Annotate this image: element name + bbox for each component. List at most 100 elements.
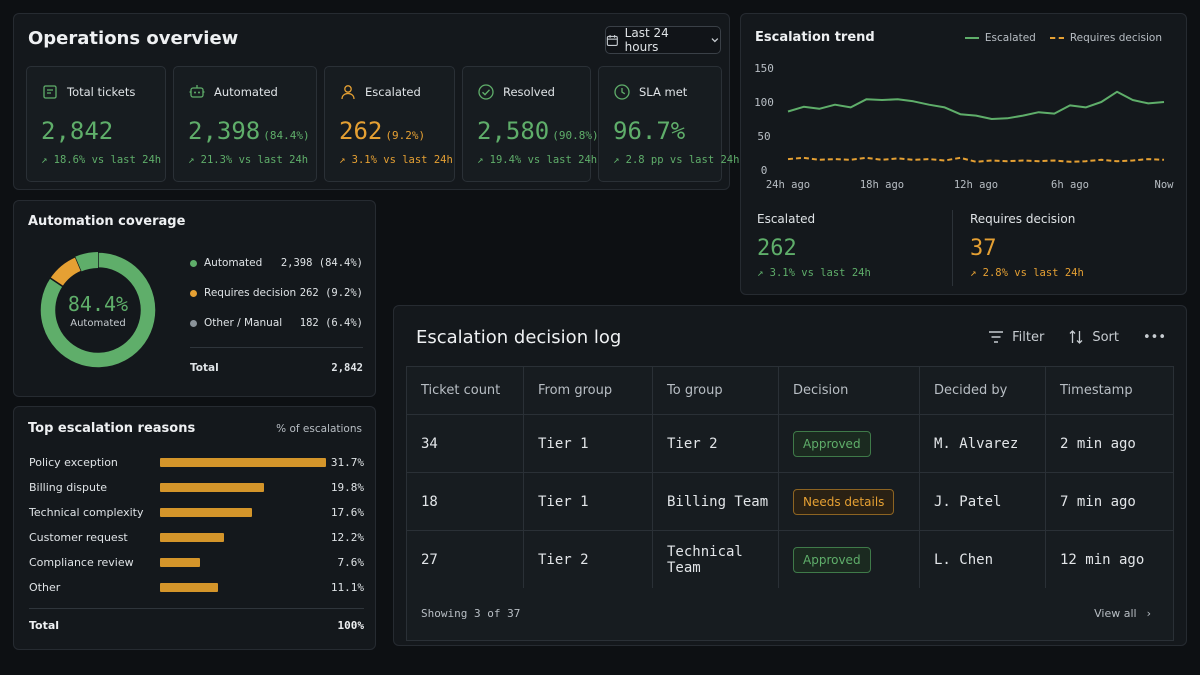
column-header-timestamp[interactable]: Timestamp: [1045, 366, 1174, 415]
reason-name: Other: [29, 581, 61, 594]
donut-slice-requires-decision[interactable]: [48, 255, 83, 288]
more-options-button[interactable]: •••: [1143, 330, 1166, 345]
legend-label: Escalated: [984, 32, 1036, 44]
top-escalation-reasons-panel: Top escalation reasons % of escalations …: [13, 406, 376, 650]
legend-item-escalated[interactable]: Escalated: [964, 32, 1036, 44]
reason-row[interactable]: Policy exception 31.7%: [29, 456, 364, 470]
cell-decided-by: M. Alvarez: [919, 414, 1046, 473]
filter-label: Filter: [1012, 329, 1045, 345]
table-row[interactable]: 27 Tier 2 Technical Team Approved L. Che…: [406, 530, 1174, 589]
status-badge: Needs details: [793, 488, 895, 515]
reason-row[interactable]: Compliance review 7.6%: [29, 556, 364, 570]
cell-ticket-count: 18: [406, 472, 524, 531]
operations-overview-title: Operations overview: [28, 28, 239, 49]
column-header-ticket-count[interactable]: Ticket count: [406, 366, 524, 415]
divider: [190, 347, 363, 348]
donut-slice-other-manual[interactable]: [75, 252, 98, 272]
kpi-value: 96.7%: [613, 117, 686, 145]
reason-bar: [160, 558, 200, 567]
kpi-label: SLA met: [639, 85, 688, 99]
kpi-percent: (90.8%): [552, 129, 599, 142]
kpi-label: Total tickets: [67, 85, 136, 99]
reasons-subtitle: % of escalations: [276, 423, 362, 435]
coverage-value: 262 (9.2%): [299, 287, 363, 299]
chart-legend: Escalated Requires decision: [964, 32, 1162, 44]
cell-timestamp: 2 min ago: [1045, 414, 1174, 473]
column-header-decision[interactable]: Decision: [778, 366, 920, 415]
reason-percent: 19.8%: [330, 481, 364, 494]
kpi-value: 262: [339, 117, 383, 145]
column-header-from-group[interactable]: From group: [523, 366, 653, 415]
reason-bar: [160, 508, 253, 517]
series-line-escalated[interactable]: [787, 90, 1165, 120]
summary-value: 37: [970, 236, 997, 261]
reasons-total-row: Total 100%: [29, 619, 364, 632]
coverage-row-automated: Automated 2,398 (84.4%): [190, 257, 363, 269]
automation-coverage-panel: Automation coverage 84.4% Automated Auto…: [13, 200, 376, 397]
column-header-to-group[interactable]: To group: [652, 366, 779, 415]
kpi-card-sla-met[interactable]: SLA met 96.7% ↗ 2.8 pp vs last 24h: [598, 66, 739, 182]
x-tick-label: 18h ago: [860, 179, 904, 191]
reason-percent: 31.7%: [330, 456, 364, 469]
coverage-value: 2,398 (84.4%): [280, 257, 363, 269]
legend-dot: [190, 319, 197, 327]
kpi-delta: ↗ 3.1% vs last 24h: [339, 154, 453, 166]
view-all-link[interactable]: View all ›: [1094, 607, 1151, 620]
cell-decision: Approved: [778, 530, 920, 589]
x-tick-label: 24h ago: [766, 179, 810, 191]
donut-center: 84.4% Automated: [32, 244, 164, 376]
summary-escalated: Escalated 262 ↗ 3.1% vs last 24h: [757, 212, 871, 279]
y-tick-label: 50: [757, 130, 770, 143]
reason-row[interactable]: Other 11.1%: [29, 581, 364, 595]
donut-slice-automated[interactable]: [39, 251, 157, 369]
coverage-donut-chart[interactable]: [32, 244, 164, 376]
reason-bar: [160, 583, 219, 592]
check-circle-icon: [478, 84, 494, 100]
reason-name: Customer request: [29, 531, 128, 544]
cell-from-group: Tier 1: [523, 414, 653, 473]
kpi-percent: (9.2%): [385, 129, 426, 142]
reason-bar: [160, 483, 264, 492]
reason-row[interactable]: Customer request 12.2%: [29, 531, 364, 545]
cell-to-group: Tier 2: [652, 414, 779, 473]
robot-icon: [189, 85, 205, 98]
table-row[interactable]: 18 Tier 1 Billing Team Needs details J. …: [406, 472, 1174, 531]
summary-label: Escalated: [757, 212, 816, 226]
kpi-card-escalated[interactable]: Escalated 262 (9.2%) ↗ 3.1% vs last 24h: [324, 66, 455, 182]
view-all-label: View all: [1094, 607, 1137, 620]
pagination-summary: Showing 3 of 37: [421, 607, 521, 620]
reasons-title: Top escalation reasons: [28, 421, 196, 436]
reason-row[interactable]: Billing dispute 19.8%: [29, 481, 364, 495]
more-icon: •••: [1142, 329, 1166, 345]
kpi-card-automated[interactable]: Automated 2,398 (84.4%) ↗ 21.3% vs last 2…: [173, 66, 317, 182]
legend-dot: [190, 289, 197, 297]
kpi-value: 2,398: [188, 117, 261, 145]
kpi-card-total-tickets[interactable]: Total tickets 2,842 ↗ 18.6% vs last 24h: [26, 66, 166, 182]
kpi-card-resolved[interactable]: Resolved 2,580 (90.8%) ↗ 19.4% vs last 24…: [462, 66, 599, 182]
time-range-dropdown[interactable]: Last 24 hours: [605, 26, 721, 54]
sort-label: Sort: [1092, 329, 1119, 345]
series-line-requires-decision[interactable]: [787, 156, 1165, 163]
reasons-total-label: Total: [29, 619, 60, 632]
cell-ticket-count: 34: [406, 414, 524, 473]
legend-item-requires-decision[interactable]: Requires decision: [1049, 32, 1162, 44]
filter-icon: [989, 331, 1004, 343]
sort-icon: [1069, 330, 1083, 344]
sort-button[interactable]: Sort: [1068, 329, 1119, 345]
cell-to-group: Technical Team: [652, 530, 779, 589]
coverage-total-label: Total: [190, 362, 219, 374]
reason-row[interactable]: Technical complexity 17.6%: [29, 506, 364, 520]
x-tick-label: Now: [1155, 179, 1175, 191]
escalation-trend-chart[interactable]: 150 100 50 0 24h ago 18h ago 12h ago 6h ago Now: [741, 54, 1188, 206]
coverage-row-requires-decision: Requires decision 262 (9.2%): [190, 287, 363, 299]
y-tick-label: 100: [754, 96, 774, 109]
reason-name: Billing dispute: [29, 481, 108, 494]
coverage-name: Automated: [204, 257, 263, 269]
summary-divider: [952, 210, 953, 286]
coverage-value: 182 (6.4%): [299, 317, 363, 329]
filter-button[interactable]: Filter: [988, 330, 1044, 345]
table-row[interactable]: 34 Tier 1 Tier 2 Approved M. Alvarez 2 m…: [406, 414, 1174, 473]
reasons-total-value: 100%: [337, 619, 365, 632]
column-header-decided-by[interactable]: Decided by: [919, 366, 1046, 415]
cell-decided-by: L. Chen: [919, 530, 1046, 589]
